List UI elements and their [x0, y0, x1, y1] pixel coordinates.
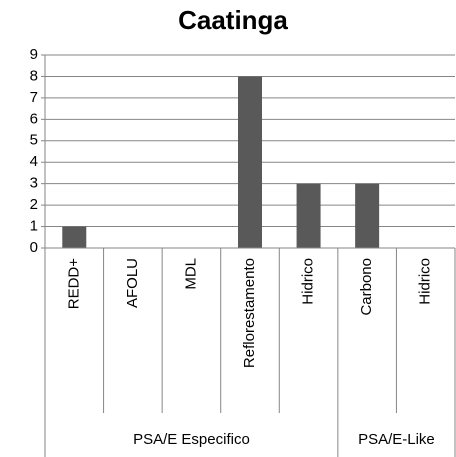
y-tick-label: 6 — [30, 110, 38, 127]
x-tick-label: AFOLU — [124, 258, 141, 308]
x-tick-label: Reflorestamento — [241, 258, 258, 368]
group-label: PSA/E Especifico — [133, 431, 250, 448]
x-tick-label: MDL — [182, 258, 199, 290]
y-tick-label: 5 — [30, 132, 38, 149]
bar — [238, 76, 262, 248]
x-tick-label: REDD+ — [65, 258, 82, 310]
x-tick-label: Hidrico — [417, 258, 434, 305]
y-tick-label: 0 — [30, 239, 38, 256]
group-label: PSA/E-Like — [358, 431, 435, 448]
bar — [296, 183, 321, 248]
y-tick-label: 9 — [30, 46, 38, 63]
y-tick-label: 2 — [30, 196, 38, 213]
y-tick-label: 1 — [30, 218, 38, 235]
x-tick-label: Hidrico — [300, 258, 317, 305]
x-tick-label: Carbono — [358, 258, 375, 316]
y-tick-label: 3 — [30, 175, 38, 192]
y-tick-label: 4 — [30, 153, 38, 170]
y-tick-label: 7 — [30, 89, 38, 106]
y-tick-label: 8 — [30, 67, 38, 84]
chart-title: Caatinga — [178, 5, 288, 35]
bar — [62, 226, 87, 248]
bar — [355, 183, 380, 248]
